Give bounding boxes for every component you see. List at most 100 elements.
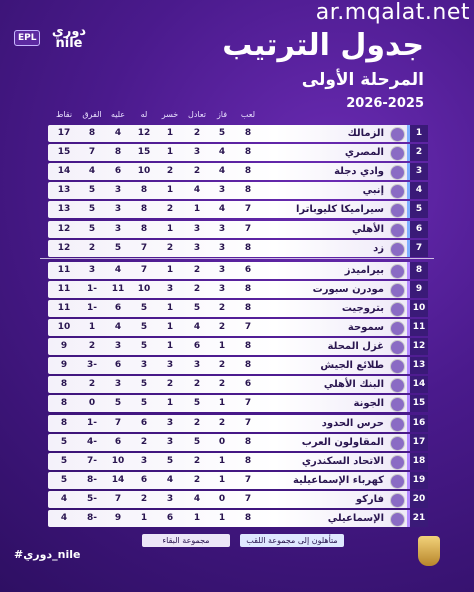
- logo: EPL دوري nile: [14, 24, 92, 52]
- team-crest: [390, 146, 405, 162]
- stat-cell: 2: [218, 322, 226, 332]
- table-row: 5 4- 6 2 3 5 0 8 المقاولون العرب 17: [48, 433, 428, 451]
- stat-cell: 1: [166, 223, 174, 234]
- logo-badge: EPL: [14, 30, 41, 46]
- stat-cell: 7: [114, 417, 122, 428]
- stat-cell: 4-: [87, 436, 97, 447]
- stat-cell: 8: [140, 204, 148, 215]
- stat-cell: 1: [218, 474, 226, 485]
- stat-cell: 4: [114, 322, 122, 332]
- stat-cell: 7: [140, 264, 148, 275]
- table-row: 13 5 3 8 1 4 3 8 إنبي 4: [48, 182, 428, 200]
- stat-cell: 5: [88, 185, 96, 196]
- team-crest: [390, 359, 405, 375]
- rank: 21: [410, 510, 428, 527]
- stat-cell: 0: [218, 493, 226, 504]
- stat-cell: 12: [137, 128, 151, 138]
- rank: 19: [410, 471, 428, 489]
- stat-cell: 14: [57, 166, 71, 177]
- stat-cell: 3: [218, 185, 226, 196]
- stat-cell: 3: [218, 283, 226, 294]
- stat-cell: 8: [244, 302, 252, 313]
- stat-cell: 12: [57, 242, 71, 253]
- stat-cell: 6: [193, 341, 201, 352]
- stat-cell: 7: [244, 204, 252, 215]
- stat-cell: 5: [193, 398, 201, 409]
- table-row: 8 1- 7 6 3 2 2 7 حرس الحدود 16: [48, 414, 428, 432]
- stat-cell: 11: [111, 283, 125, 294]
- stat-cell: 5: [60, 455, 68, 466]
- stat-cell: 1-: [87, 302, 97, 313]
- stat-cell: 11: [57, 264, 71, 275]
- stat-cell: 2: [218, 379, 226, 390]
- stat-cell: 8: [244, 455, 252, 466]
- stat-cell: 1: [218, 341, 226, 352]
- stat-cell: 4: [88, 166, 96, 177]
- stat-cell: 4: [193, 322, 201, 332]
- stat-cell: 8: [244, 147, 252, 158]
- stat-cell: 8: [244, 242, 252, 253]
- team-crest: [390, 340, 405, 356]
- rank: 7: [410, 239, 428, 257]
- stat-cell: 9: [60, 360, 68, 371]
- stat-cell: 4: [114, 264, 122, 275]
- stat-cell: 2: [193, 455, 201, 466]
- rank: 16: [410, 414, 428, 432]
- stat-cell: 11: [57, 302, 71, 313]
- table-row: 8 0 5 5 1 5 1 7 الجونة 15: [48, 395, 428, 413]
- stat-cell: 1: [166, 341, 174, 352]
- stat-cell: 3: [114, 204, 122, 215]
- rank: 3: [410, 163, 428, 181]
- stat-cell: 2: [193, 379, 201, 390]
- rank-stripe: [407, 299, 410, 317]
- rank-stripe: [407, 182, 410, 200]
- rank: 13: [410, 357, 428, 375]
- rank: 2: [410, 144, 428, 162]
- stat-cell: 3: [193, 147, 201, 158]
- team-name: بيراميدز: [344, 264, 384, 276]
- stat-cell: 7-: [87, 455, 97, 466]
- rank: 10: [410, 299, 428, 317]
- stat-cell: 6: [244, 379, 252, 390]
- stat-cell: 8: [244, 283, 252, 294]
- column-header: تعادل: [188, 110, 206, 119]
- table-row: 11 1- 6 5 1 5 2 8 بتروجيت 10: [48, 299, 428, 317]
- team-crest: [390, 473, 405, 489]
- team-crest: [390, 241, 405, 257]
- team-name: غزل المحلة: [327, 341, 384, 353]
- stat-cell: 17: [57, 128, 71, 138]
- stat-cell: 10: [57, 322, 71, 332]
- team-crest: [390, 416, 405, 432]
- team-name: حرس الحدود: [321, 417, 384, 429]
- rank: 17: [410, 433, 428, 451]
- table-row: 11 1- 11 10 3 2 3 8 مودرن سبورت 9: [48, 280, 428, 298]
- team-name: المصري: [344, 147, 384, 159]
- stat-cell: 1: [166, 302, 174, 313]
- stat-cell: 8-: [87, 513, 97, 523]
- stat-cell: 5: [140, 302, 148, 313]
- stat-cell: 1: [166, 264, 174, 275]
- team-name: إنبي: [362, 185, 384, 197]
- stat-cell: 2: [218, 417, 226, 428]
- stat-cell: 2: [218, 360, 226, 371]
- hashtag: #دوري_nile: [14, 548, 81, 561]
- stat-cell: 8: [244, 436, 252, 447]
- stat-cell: 6: [114, 166, 122, 177]
- stat-cell: 1: [140, 513, 148, 523]
- column-header: له: [140, 110, 148, 119]
- stat-cell: 2: [193, 474, 201, 485]
- team-crest: [390, 165, 405, 181]
- stat-cell: 3: [114, 341, 122, 352]
- stat-cell: 1: [166, 322, 174, 332]
- stat-cell: 3: [218, 264, 226, 275]
- rank: 6: [410, 220, 428, 238]
- stat-cell: 4: [114, 128, 122, 138]
- stat-cell: 4: [218, 204, 226, 215]
- stat-cell: 11: [57, 283, 71, 294]
- stat-cell: 5: [140, 322, 148, 332]
- stat-cell: 6: [114, 360, 122, 371]
- stat-cell: 15: [137, 147, 151, 158]
- stat-cell: 10: [111, 455, 125, 466]
- team-crest: [390, 397, 405, 413]
- stat-cell: 8: [244, 166, 252, 177]
